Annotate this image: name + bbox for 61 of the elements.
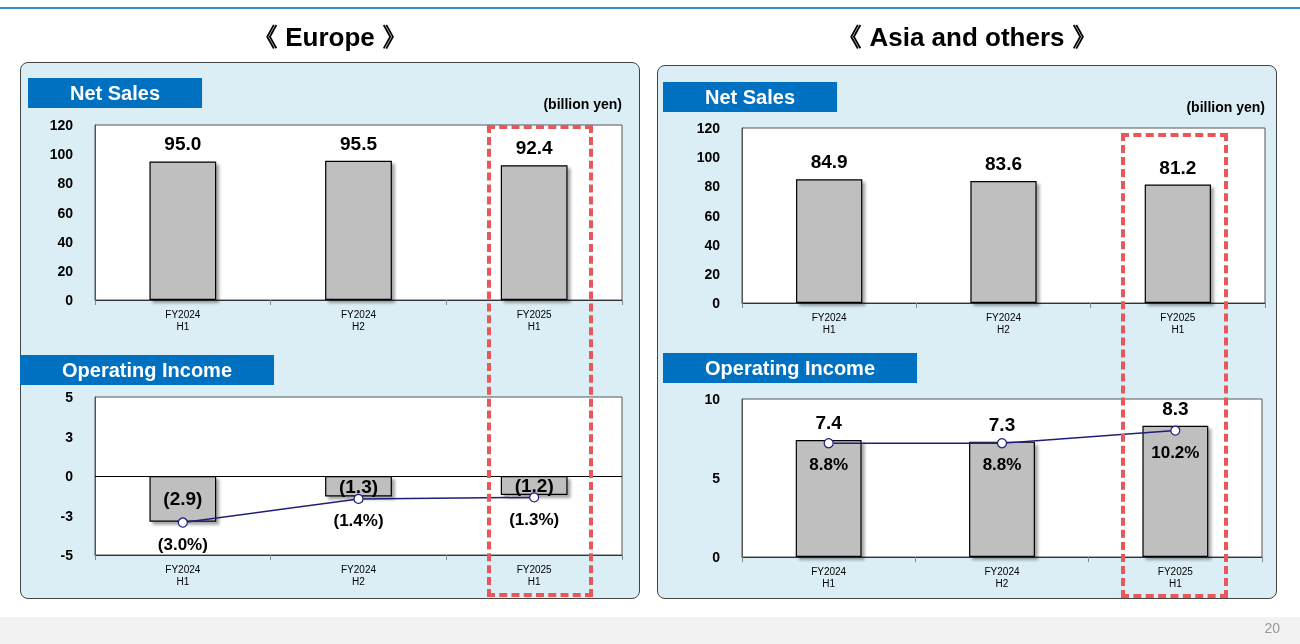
x-tick-label: FY2024 H2 (340, 563, 377, 587)
y-tick-label: 100 (696, 149, 721, 166)
x-tick-label: FY2025 H1 (1157, 565, 1194, 589)
data-label: 8.3 (1162, 397, 1189, 419)
data-label: (1.3) (338, 475, 379, 497)
y-tick-label: 60 (57, 204, 74, 221)
data-label: (1.2) (514, 474, 554, 496)
data-label: 10.2% (1151, 442, 1200, 462)
x-tick-label: FY2024 H1 (165, 563, 201, 587)
chart-title: Operating Income (62, 359, 233, 381)
x-tick-label: FY2024 H2 (340, 308, 377, 332)
y-axis-title: (billion yen) (1186, 99, 1266, 115)
chart-title: Operating Income (705, 357, 876, 379)
x-tick-label: FY2024 H2 (985, 311, 1022, 335)
data-label: 8.8% (809, 455, 849, 475)
y-tick-label: -3 (60, 507, 74, 524)
data-label: 83.6 (985, 153, 1022, 175)
y-tick-label: 10 (704, 391, 721, 407)
x-tick-label: FY2024 H1 (811, 311, 848, 335)
data-label: (3.0%) (157, 534, 208, 554)
x-tick-label: FY2025 H1 (516, 563, 553, 587)
y-tick-label: 0 (65, 292, 74, 308)
x-tick-label: FY2025 H1 (1160, 311, 1196, 335)
x-tick-label: FY2024 H2 (984, 565, 1020, 589)
chart-title: Net Sales (70, 82, 161, 104)
y-tick-label: 5 (65, 389, 74, 405)
y-axis-title: (billion yen) (543, 96, 623, 112)
y-tick-label: 40 (57, 233, 74, 250)
data-label: (2.9) (163, 488, 203, 510)
data-label: 92.4 (515, 137, 554, 159)
data-label: 81.2 (1159, 156, 1197, 178)
y-tick-label: 120 (49, 117, 74, 133)
x-tick-label: FY2025 H1 (516, 308, 553, 332)
y-tick-label: 80 (704, 178, 721, 195)
data-label: (1.4%) (333, 510, 384, 530)
y-tick-label: -5 (60, 547, 74, 563)
x-tick-label: FY2024 H1 (811, 565, 847, 589)
data-label: 7.4 (815, 412, 843, 434)
y-tick-label: 120 (696, 120, 721, 136)
y-tick-label: 0 (65, 468, 74, 484)
y-tick-label: 20 (704, 265, 721, 282)
data-label: 95.5 (340, 132, 378, 154)
x-tick-label: FY2024 H1 (165, 308, 201, 332)
y-tick-label: 100 (49, 146, 74, 163)
y-tick-label: 40 (704, 236, 721, 253)
y-tick-label: 20 (57, 262, 74, 279)
chart-title: Net Sales (705, 86, 796, 108)
y-tick-label: 3 (65, 428, 74, 445)
data-label: 95.0 (164, 133, 202, 155)
data-label: (1.3%) (509, 509, 560, 529)
y-tick-label: 5 (712, 470, 721, 486)
y-tick-label: 0 (712, 549, 721, 565)
text: 20 (1263, 620, 1280, 636)
y-tick-label: 0 (712, 295, 721, 311)
data-label: 8.8% (982, 455, 1022, 475)
data-label: 7.3 (988, 413, 1016, 435)
y-tick-label: 80 (57, 175, 74, 192)
y-tick-label: 60 (704, 207, 721, 224)
text: 《 Europe 》 (251, 21, 409, 54)
text: 《 Asia and others 》 (835, 21, 1099, 54)
data-label: 84.9 (810, 151, 848, 173)
